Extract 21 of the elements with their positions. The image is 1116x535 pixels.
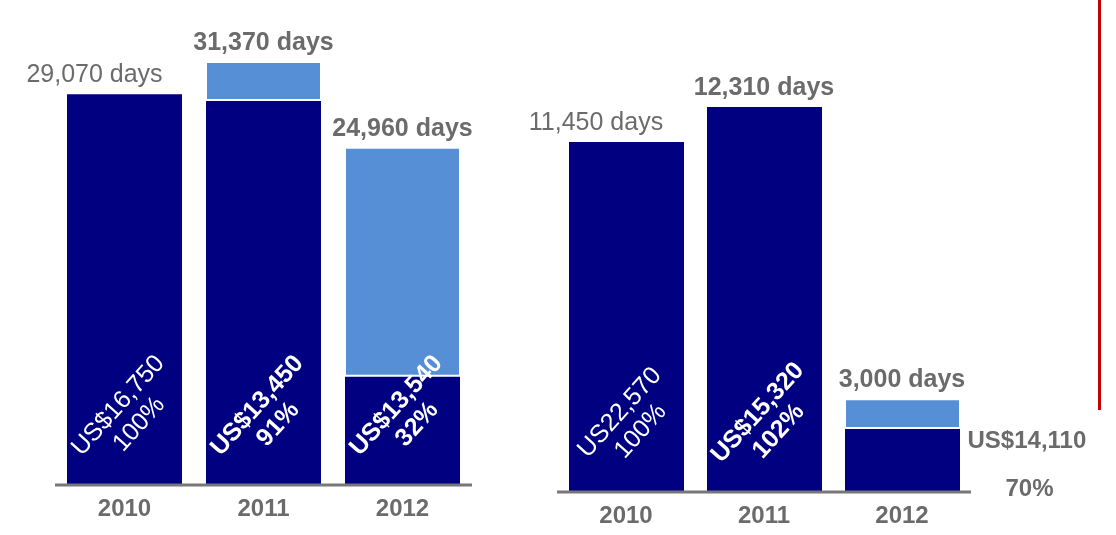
bar bbox=[569, 142, 684, 492]
x-tick-label: 2011 bbox=[237, 494, 290, 522]
text: 70% bbox=[1005, 474, 1054, 501]
annotation: 29,070 days bbox=[26, 59, 163, 88]
annotation: 11,450 days bbox=[528, 107, 664, 136]
annotation: 12,310 days bbox=[693, 72, 835, 100]
x-tick-label: 2012 bbox=[875, 501, 929, 529]
x-tick-label: 2010 bbox=[97, 494, 152, 522]
bar bbox=[205, 62, 322, 102]
annotation: US$14,110 bbox=[967, 426, 1087, 453]
bar bbox=[707, 107, 822, 492]
bar bbox=[206, 100, 321, 485]
bar bbox=[845, 428, 960, 492]
annotation: 31,370 days bbox=[193, 27, 334, 55]
bar bbox=[844, 398, 961, 430]
bar bbox=[67, 94, 182, 485]
x-tick-label: 2010 bbox=[599, 501, 653, 529]
annotation: 24,960 days bbox=[332, 112, 473, 141]
x-tick-label: 2012 bbox=[375, 494, 430, 522]
x-tick-label: 2011 bbox=[737, 501, 791, 529]
annotation: 3,000 days bbox=[838, 364, 966, 393]
